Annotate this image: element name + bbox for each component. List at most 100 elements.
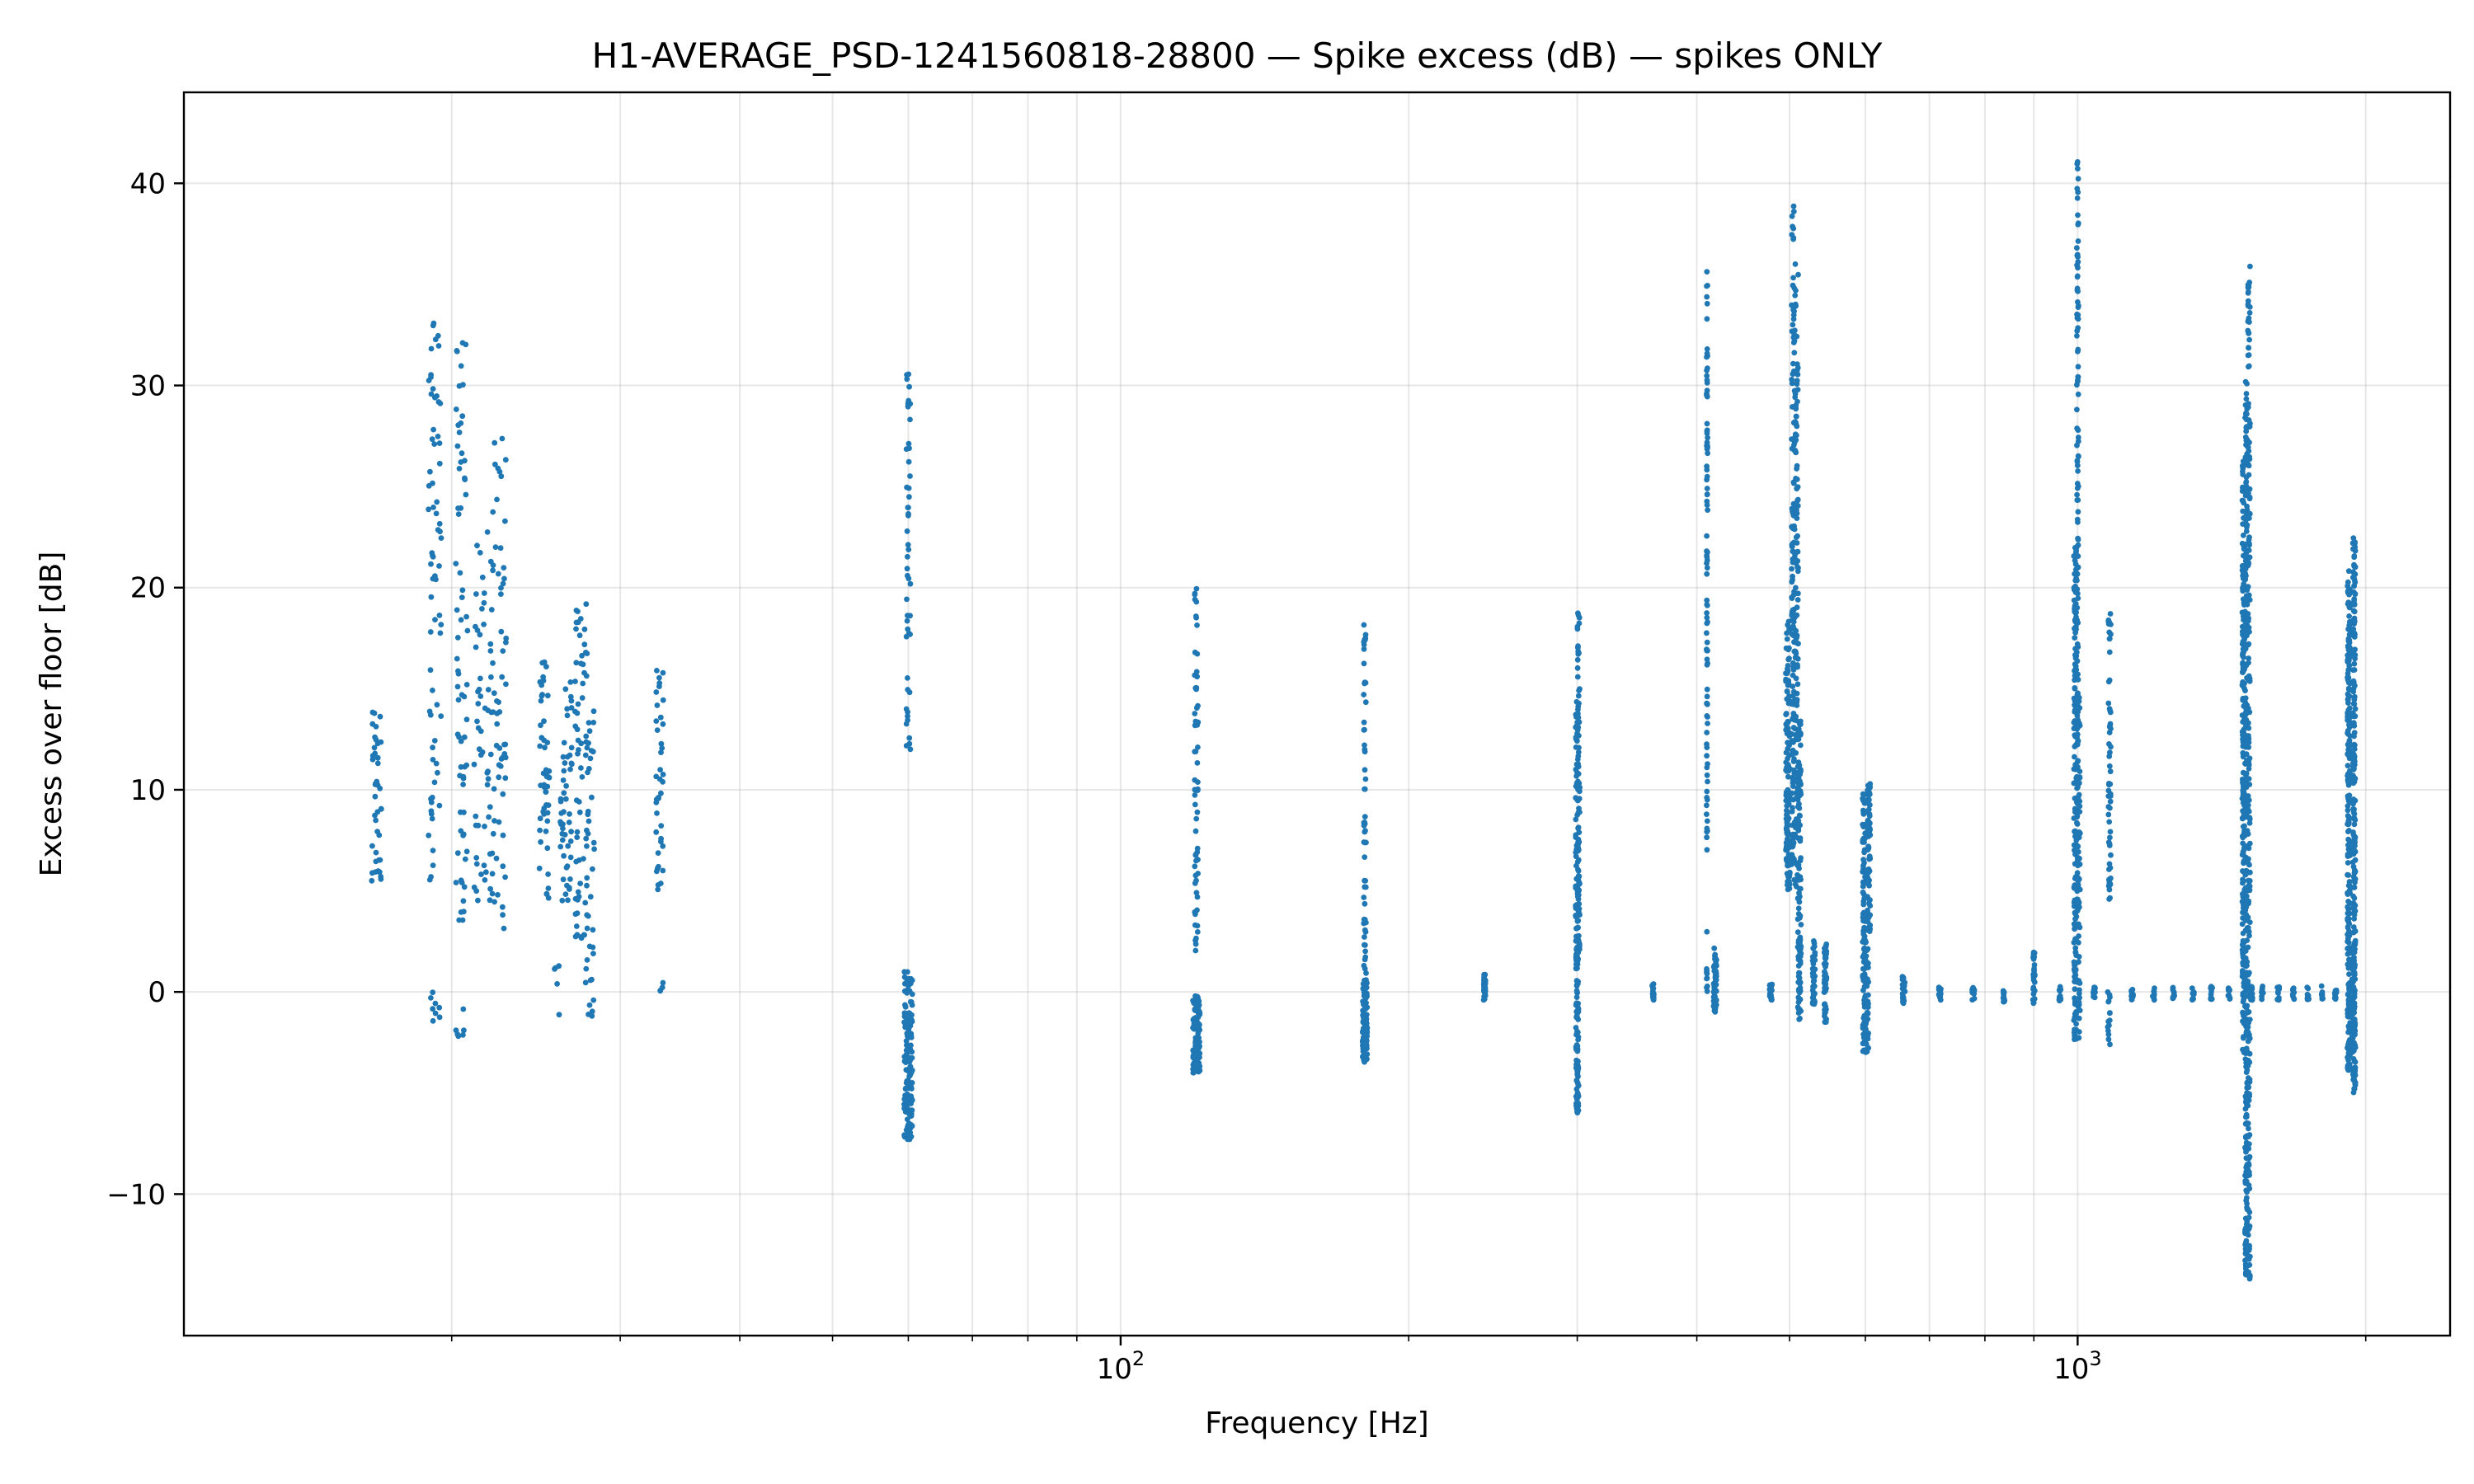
data-point bbox=[487, 897, 493, 904]
data-point bbox=[1790, 322, 1796, 328]
data-point bbox=[1704, 788, 1710, 795]
data-point bbox=[2351, 1073, 2358, 1078]
data-point bbox=[473, 855, 480, 861]
data-point bbox=[458, 617, 464, 623]
data-point bbox=[2240, 468, 2246, 475]
data-point bbox=[2243, 770, 2250, 777]
data-point bbox=[1809, 954, 1816, 960]
data-point bbox=[2092, 989, 2098, 995]
data-point bbox=[1784, 730, 1790, 737]
data-point bbox=[1192, 792, 1198, 798]
data-point bbox=[453, 561, 459, 566]
data-point bbox=[2107, 1010, 2113, 1016]
data-point bbox=[1865, 1001, 1871, 1007]
data-point bbox=[541, 737, 547, 744]
data-point bbox=[2001, 989, 2007, 995]
data-point bbox=[1704, 300, 1710, 307]
data-point bbox=[1575, 753, 1582, 759]
data-point bbox=[561, 790, 567, 796]
data-point bbox=[2106, 730, 2113, 735]
data-point bbox=[2345, 939, 2352, 946]
data-point bbox=[431, 441, 438, 447]
data-point bbox=[1704, 377, 1710, 383]
data-point bbox=[653, 689, 660, 695]
data-point bbox=[2076, 999, 2082, 1005]
data-point bbox=[1194, 650, 1201, 657]
data-point bbox=[1790, 225, 1797, 232]
data-point bbox=[1362, 767, 1368, 773]
data-point bbox=[2246, 352, 2252, 358]
data-point bbox=[2351, 733, 2357, 740]
data-point bbox=[1935, 987, 1942, 993]
data-point bbox=[1785, 878, 1791, 885]
data-point bbox=[1573, 698, 1580, 705]
data-point bbox=[2246, 510, 2253, 517]
data-point bbox=[2352, 1059, 2359, 1065]
data-point bbox=[1197, 1050, 1203, 1056]
data-point bbox=[902, 1092, 908, 1098]
data-point bbox=[2071, 720, 2077, 726]
data-point bbox=[1704, 571, 1710, 577]
data-point bbox=[1482, 984, 1488, 990]
data-point bbox=[1193, 614, 1199, 621]
data-point bbox=[438, 713, 444, 719]
data-point bbox=[2077, 768, 2083, 774]
data-point bbox=[430, 688, 435, 693]
data-point bbox=[2074, 649, 2080, 655]
data-point bbox=[463, 716, 470, 723]
data-point bbox=[460, 1031, 466, 1038]
data-point bbox=[590, 720, 597, 726]
data-point bbox=[458, 738, 464, 744]
data-point bbox=[2351, 701, 2358, 707]
data-point bbox=[905, 979, 911, 985]
data-point bbox=[565, 843, 571, 849]
data-point bbox=[907, 1064, 914, 1069]
data-point bbox=[2240, 679, 2246, 685]
data-point bbox=[1790, 275, 1797, 281]
data-point bbox=[2304, 991, 2311, 998]
data-point bbox=[2349, 1033, 2356, 1040]
data-point bbox=[2351, 1067, 2357, 1073]
data-point bbox=[430, 575, 436, 582]
data-point bbox=[1867, 781, 1874, 787]
data-point bbox=[1575, 845, 1582, 852]
data-point bbox=[481, 590, 487, 596]
data-point bbox=[2242, 688, 2248, 693]
data-point bbox=[1192, 852, 1199, 857]
data-point bbox=[1785, 787, 1791, 793]
data-point bbox=[537, 679, 543, 685]
data-point bbox=[586, 1002, 593, 1008]
data-point bbox=[2107, 611, 2114, 617]
data-point bbox=[374, 760, 381, 767]
data-point bbox=[2246, 455, 2252, 462]
data-point bbox=[2076, 933, 2082, 939]
data-point bbox=[1573, 988, 1580, 994]
data-point bbox=[2245, 806, 2251, 812]
data-point bbox=[2077, 855, 2082, 862]
data-point bbox=[2345, 700, 2351, 706]
data-point bbox=[1194, 1064, 1201, 1070]
data-point bbox=[1783, 676, 1790, 683]
data-point bbox=[2072, 926, 2078, 932]
data-point bbox=[1704, 686, 1710, 693]
data-point bbox=[1361, 719, 1367, 726]
data-point bbox=[1704, 554, 1710, 560]
data-point bbox=[430, 1006, 436, 1012]
data-point bbox=[1194, 894, 1201, 900]
data-point bbox=[909, 1080, 915, 1086]
data-point bbox=[2245, 1120, 2251, 1127]
data-point bbox=[563, 782, 569, 789]
data-point bbox=[906, 494, 912, 500]
data-point bbox=[503, 639, 509, 646]
data-point bbox=[1789, 595, 1795, 601]
data-point bbox=[586, 766, 592, 772]
data-point bbox=[575, 889, 581, 895]
data-point bbox=[908, 1069, 915, 1076]
data-point bbox=[463, 491, 469, 498]
data-point bbox=[2244, 1114, 2250, 1120]
data-point bbox=[1194, 929, 1201, 935]
data-point bbox=[908, 1042, 914, 1049]
data-point bbox=[463, 762, 470, 768]
data-point bbox=[458, 363, 464, 369]
data-point bbox=[1790, 683, 1796, 689]
